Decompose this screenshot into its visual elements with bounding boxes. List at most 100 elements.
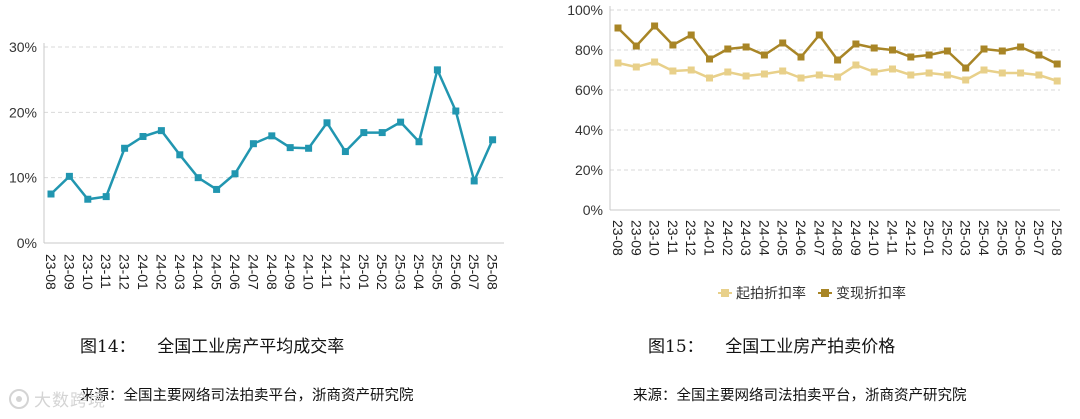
data-point <box>889 46 896 54</box>
figure-15-title: 全国工业房产拍卖价格 <box>725 337 896 357</box>
x-tick-label: 24-05 <box>209 254 225 290</box>
data-point <box>1017 43 1025 51</box>
x-tick-label: 25-05 <box>994 220 1010 256</box>
data-point <box>360 129 368 137</box>
data-point <box>157 127 165 135</box>
data-point <box>834 73 842 81</box>
data-point <box>286 144 294 152</box>
x-tick-label: 25-06 <box>1013 220 1029 256</box>
data-point <box>1053 60 1061 68</box>
data-point <box>415 138 423 146</box>
x-tick-label: 25-02 <box>374 254 390 290</box>
data-point <box>249 140 257 148</box>
x-tick-label: 23-10 <box>80 254 96 290</box>
legend-swatch-marker <box>721 289 729 297</box>
data-point <box>998 47 1006 55</box>
data-point <box>889 65 896 73</box>
x-tick-label: 24-11 <box>319 254 335 289</box>
data-point <box>943 71 951 79</box>
watermark-logo-icon <box>9 389 29 409</box>
y-tick-label: 100% <box>567 2 603 18</box>
x-tick-label: 24-09 <box>848 220 864 256</box>
x-tick-label: 24-06 <box>793 220 809 256</box>
x-tick-label: 25-04 <box>976 220 992 256</box>
data-point <box>706 74 713 82</box>
data-point <box>925 69 933 77</box>
x-tick-label: 24-04 <box>190 254 206 290</box>
data-point <box>651 58 659 66</box>
x-tick-label: 25-08 <box>485 254 501 290</box>
data-point <box>962 76 970 84</box>
data-point <box>378 129 386 137</box>
data-point <box>980 45 988 53</box>
x-tick-label: 25-07 <box>466 254 482 290</box>
data-point <box>998 69 1006 77</box>
x-tick-label: 24-07 <box>245 254 261 290</box>
data-point <box>84 195 92 203</box>
data-point <box>213 185 221 193</box>
x-tick-label: 25-07 <box>1031 220 1047 256</box>
data-point <box>231 170 239 178</box>
y-tick-label: 60% <box>575 82 603 98</box>
data-point <box>323 119 331 127</box>
data-point <box>706 55 713 63</box>
x-tick-label: 24-02 <box>720 220 736 256</box>
data-point <box>742 43 750 51</box>
data-point <box>452 107 460 115</box>
y-tick-label: 30% <box>9 39 37 55</box>
data-point <box>268 132 276 140</box>
data-point <box>1017 69 1025 77</box>
x-tick-label: 24-01 <box>702 220 718 256</box>
data-point <box>834 56 842 64</box>
data-point <box>65 172 73 180</box>
x-tick-label: 24-09 <box>282 254 298 290</box>
y-tick-label: 40% <box>575 122 603 138</box>
data-point <box>907 53 915 61</box>
data-point <box>194 174 202 182</box>
figure-14-number: 图14： <box>80 337 136 357</box>
x-tick-label: 23-11 <box>665 220 681 255</box>
data-point <box>651 22 659 30</box>
chart-transaction-rate: 0%10%20%30%23-08 23-09 23-10 23-11 23-12 24-0… <box>9 39 504 290</box>
y-tick-label: 10% <box>9 170 37 186</box>
data-point <box>980 66 988 74</box>
x-tick-label: 23-08 <box>43 254 59 290</box>
legend-label: 变现折扣率 <box>836 285 906 302</box>
x-tick-label: 23-08 <box>610 220 626 256</box>
data-point <box>489 136 497 144</box>
x-tick-label: 24-12 <box>903 220 919 256</box>
data-point <box>724 45 732 53</box>
x-tick-label: 24-07 <box>811 220 827 256</box>
x-tick-label: 25-06 <box>448 254 464 290</box>
data-point <box>742 72 750 80</box>
x-tick-label: 25-03 <box>393 254 409 290</box>
x-tick-label: 25-01 <box>921 220 937 256</box>
data-point <box>943 47 951 55</box>
x-tick-label: 25-03 <box>958 220 974 256</box>
data-point <box>962 64 970 72</box>
x-tick-label: 23-09 <box>61 254 77 290</box>
x-tick-label: 24-03 <box>738 220 754 256</box>
x-tick-label: 25-02 <box>939 220 955 256</box>
data-point <box>102 193 110 201</box>
legend-label: 起拍折扣率 <box>736 285 806 302</box>
data-point <box>632 42 640 50</box>
y-tick-label: 0% <box>583 202 603 218</box>
x-tick-label: 24-01 <box>135 254 151 290</box>
data-point <box>1035 51 1043 59</box>
data-point <box>1035 71 1043 79</box>
data-point <box>760 51 768 59</box>
x-tick-label: 23-11 <box>98 254 114 289</box>
legend-swatch-marker <box>821 289 829 297</box>
y-tick-label: 0% <box>17 235 37 251</box>
x-tick-label: 25-04 <box>411 254 427 290</box>
data-point <box>760 70 768 78</box>
data-point <box>669 67 677 75</box>
x-tick-label: 24-11 <box>885 220 901 255</box>
data-point <box>397 118 405 126</box>
data-point <box>614 24 622 32</box>
data-point <box>724 68 732 76</box>
data-point <box>797 53 805 61</box>
y-tick-label: 20% <box>9 104 37 120</box>
